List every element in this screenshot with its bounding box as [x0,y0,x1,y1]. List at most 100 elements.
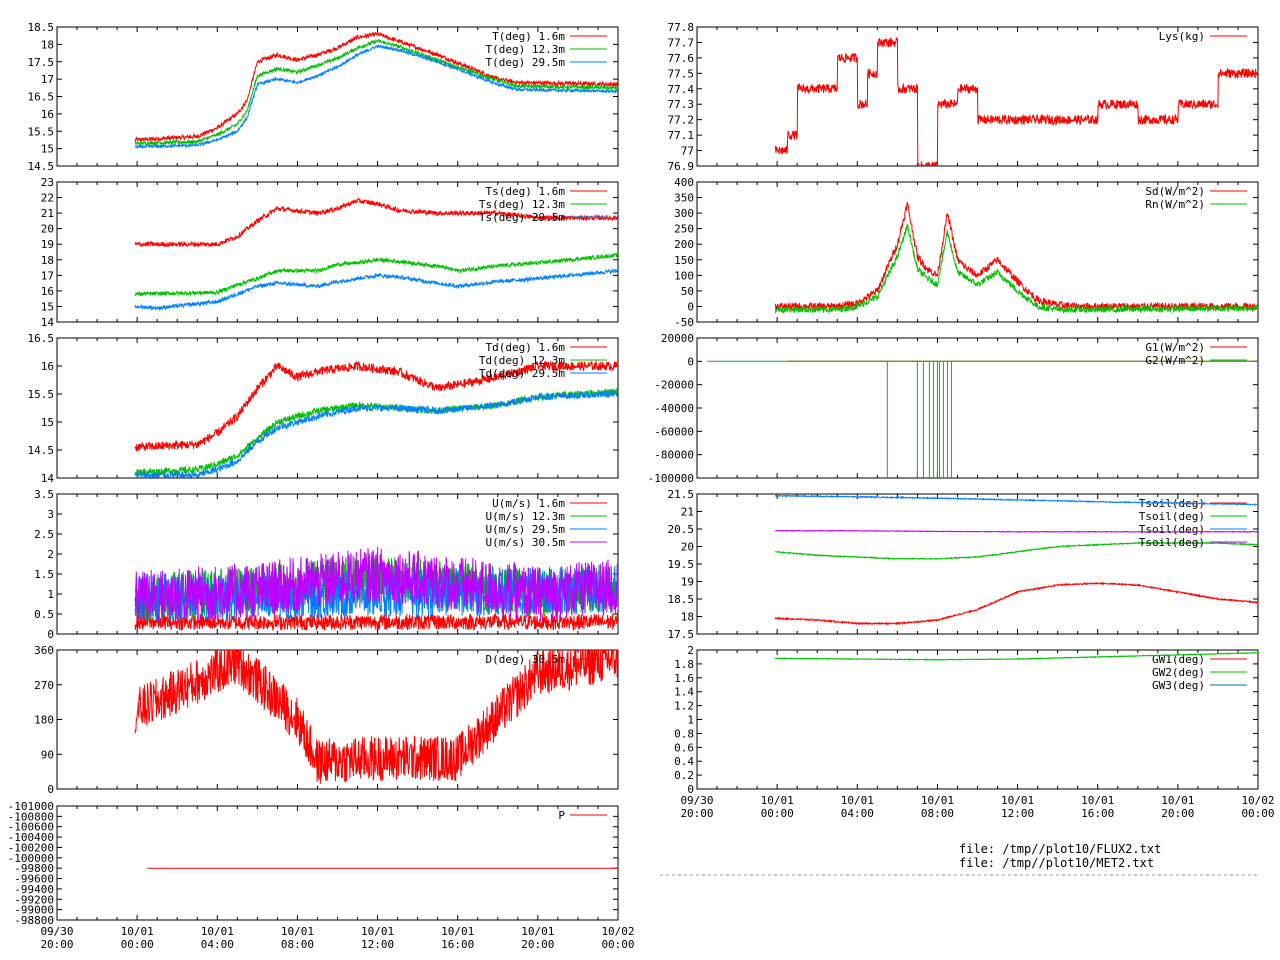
series-line [134,359,618,452]
y-tick-label: -20000 [654,379,694,392]
legend-label: T(deg) 12.3m [486,43,566,56]
x-tick-label-date: 10/01 [761,794,794,807]
series-line [774,202,1258,312]
x-tick-label-time: 12:00 [1001,807,1034,820]
legend-label: Td(deg) 12.3m [479,354,565,367]
y-tick-label: -100400 [8,831,54,844]
y-tick-label: -99800 [14,862,54,875]
y-tick-label: 17 [41,269,54,282]
x-tick-label-time: 20:00 [40,938,73,951]
y-tick-label: 20.5 [668,523,695,536]
y-tick-label: 19 [41,238,54,251]
series-line [134,612,618,632]
y-tick-label: 300 [674,207,694,220]
x-tick-label-time: 16:00 [1081,807,1114,820]
legend-label: T(deg) 1.6m [492,30,565,43]
y-tick-label: 14.5 [28,444,55,457]
legend-label: GW2(deg) [1152,666,1205,679]
file-label-flux: file: /tmp//plot10/FLUX2.txt [959,842,1162,856]
y-tick-label: 0.2 [674,769,694,782]
y-tick-label: 3 [47,508,54,521]
y-tick-label: 18.5 [668,593,695,606]
x-tick-label-date: 10/01 [121,925,154,938]
legend-label: U(m/s) 12.3m [486,510,566,523]
legend-label: P [558,809,565,822]
series-line [134,650,618,784]
y-tick-label: 350 [674,192,694,205]
chart-radiation: 400 350 300 250 200 150 100 50 0 -50 Sd(W/m^2)Rn(W… [674,176,1259,329]
chart-pressure: -101000-100800-100600-100400-100200-1000… [8,800,635,951]
x-tick-label-time: 00:00 [121,938,154,951]
y-tick-label: 0.4 [674,755,694,768]
y-tick-label: 0.8 [674,727,694,740]
y-tick-label: 15 [41,416,54,429]
y-tick-label: 18 [41,38,54,51]
legend-label: U(m/s) 30.5m [486,536,566,549]
x-tick-label-date: 10/02 [1241,794,1274,807]
y-tick-label: 1.6 [674,672,694,685]
x-tick-label-time: 04:00 [201,938,234,951]
y-tick-label: -99600 [14,873,54,886]
y-tick-label: -101000 [8,800,54,813]
legend-label: Ts(deg) 12.3m [479,198,565,211]
legend-label: GW3(deg) [1152,679,1205,692]
y-tick-label: 0 [687,300,694,313]
y-tick-label: -50 [674,316,694,329]
x-tick-label-time: 08:00 [281,938,314,951]
y-tick-label: 77.5 [668,67,695,80]
y-tick-label: -100800 [8,810,54,823]
y-tick-label: 150 [674,254,694,267]
legend-label: Ts(deg) 29.5m [479,211,565,224]
series-line [774,651,1258,661]
y-tick-label: 360 [34,644,54,657]
x-tick-label-time: 08:00 [921,807,954,820]
y-tick-label: 16.5 [28,91,55,104]
y-tick-label: 76.9 [668,160,695,173]
y-tick-label: -40000 [654,402,694,415]
y-tick-label: 3.5 [34,488,54,501]
y-tick-label: 23 [41,176,54,189]
series-line [774,529,1258,534]
y-tick-label: -80000 [654,449,694,462]
y-tick-label: 16 [41,285,54,298]
y-tick-label: 16.5 [28,332,55,345]
series-line [774,36,1258,166]
y-tick-label: 200 [674,238,694,251]
y-tick-label: 0.6 [674,741,694,754]
y-tick-label: 15 [41,143,54,156]
x-tick-label-date: 10/01 [201,925,234,938]
y-tick-label: 18.5 [28,21,55,34]
y-tick-label: 77 [681,145,694,158]
plot-frame [56,805,619,921]
series-line [134,197,618,248]
y-tick-label: 14 [41,472,55,485]
y-tick-label: 0.5 [34,608,54,621]
y-tick-label: 77.8 [668,21,695,34]
y-tick-label: 100 [674,269,694,282]
legend-label: GW1(deg) [1152,653,1205,666]
x-tick-label-date: 10/01 [441,925,474,938]
series-line [134,252,618,298]
x-tick-label-date: 10/01 [841,794,874,807]
y-tick-label: 15.5 [28,125,55,138]
y-tick-label: 21.5 [668,488,695,501]
y-tick-label: 1.4 [674,686,694,699]
y-tick-label: 1 [687,714,694,727]
y-tick-label: 17.5 [28,56,55,69]
y-tick-label: 0 [47,628,54,641]
x-tick-label-time: 20:00 [521,938,554,951]
y-tick-label: 16 [41,360,54,373]
y-tick-label: -99200 [14,893,54,906]
legend-label: T(deg) 29.5m [486,56,566,69]
series-line [134,546,618,622]
chart-ground_water: 21.81.61.41.210.80.60.40.2009/3020:0010/… [674,644,1274,820]
y-tick-label: 270 [34,679,54,692]
x-tick-label-time: 16:00 [441,938,474,951]
legend-label: Td(deg) 1.6m [486,341,566,354]
y-tick-label: 2.5 [34,528,54,541]
y-tick-label: 180 [34,714,54,727]
series-line [774,581,1258,626]
x-tick-label-date: 09/30 [680,794,713,807]
y-tick-label: 77.4 [668,83,695,96]
